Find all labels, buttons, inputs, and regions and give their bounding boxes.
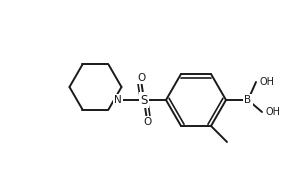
Text: OH: OH: [260, 77, 275, 87]
Text: B: B: [244, 95, 252, 105]
Text: S: S: [140, 93, 148, 106]
Text: O: O: [137, 73, 145, 83]
Text: N: N: [114, 95, 122, 105]
Text: N: N: [114, 95, 122, 105]
Text: O: O: [143, 117, 151, 127]
Text: OH: OH: [266, 107, 281, 117]
